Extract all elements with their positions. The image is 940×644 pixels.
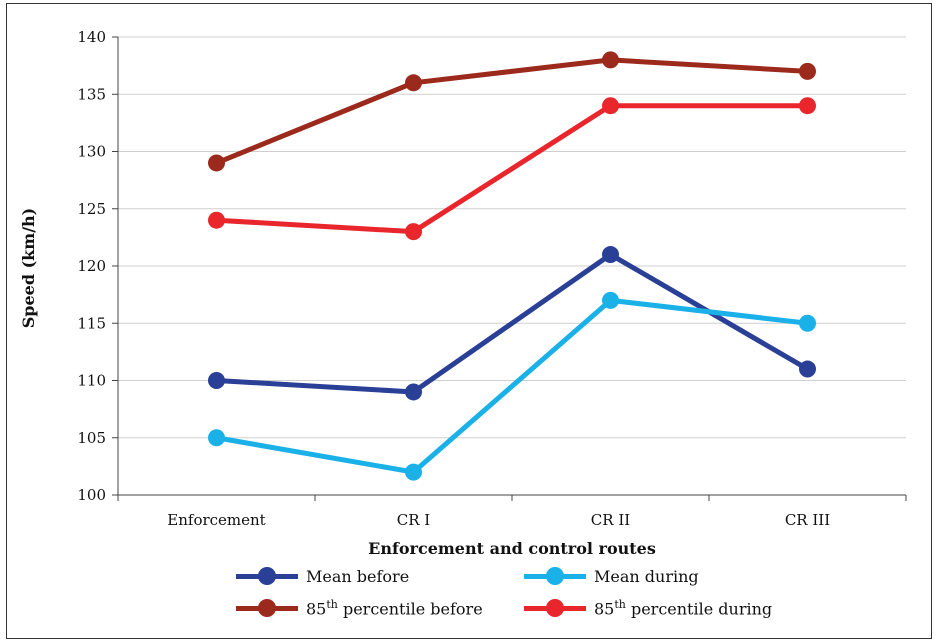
y-tick-label: 125 bbox=[77, 200, 106, 218]
series-line bbox=[215, 57, 808, 166]
data-point bbox=[799, 360, 816, 378]
x-tick-label: CR I bbox=[397, 511, 431, 529]
y-tick-label: 120 bbox=[77, 257, 106, 275]
data-point bbox=[208, 429, 225, 447]
legend-marker bbox=[258, 567, 276, 585]
y-tick-label: 110 bbox=[77, 372, 106, 390]
x-tick-label: Enforcement bbox=[167, 511, 265, 529]
y-tick-label: 135 bbox=[77, 85, 106, 103]
data-point bbox=[208, 154, 225, 172]
data-point bbox=[405, 383, 422, 401]
line-chart: 100 105 110 115 120 125 130 135 140 Enforcement C… bbox=[19, 28, 907, 558]
legend-label: 85th percentile during bbox=[594, 597, 773, 619]
axes bbox=[112, 36, 907, 501]
x-tick-label: CR III bbox=[785, 511, 830, 529]
y-tick-label: 105 bbox=[77, 429, 106, 447]
legend-swatch bbox=[524, 564, 586, 588]
legend-marker bbox=[546, 599, 564, 617]
legend-marker bbox=[258, 599, 276, 617]
legend-label: Mean before bbox=[306, 566, 410, 586]
series-line bbox=[216, 103, 808, 235]
data-point bbox=[602, 291, 619, 309]
y-axis-label: Speed (km/h) bbox=[19, 208, 38, 329]
legend-marker bbox=[546, 567, 564, 585]
y-tick-label: 130 bbox=[77, 143, 106, 161]
y-tick-label: 140 bbox=[77, 28, 106, 46]
legend-swatch bbox=[236, 564, 298, 588]
x-tick-labels: Enforcement CR I CR II CR III bbox=[167, 511, 830, 529]
gridlines bbox=[118, 36, 906, 439]
data-point bbox=[405, 463, 422, 481]
x-tick-label: CR II bbox=[591, 511, 630, 529]
data-point bbox=[602, 51, 619, 69]
data-point bbox=[602, 97, 619, 115]
x-axis-label: Enforcement and control routes bbox=[368, 539, 656, 558]
data-point bbox=[405, 74, 422, 92]
data-point bbox=[602, 246, 619, 264]
legend-swatch bbox=[524, 596, 586, 620]
legend-item-85th-during: 85th percentile during bbox=[524, 596, 772, 620]
data-point bbox=[208, 211, 225, 229]
data-point bbox=[405, 223, 422, 241]
series-points bbox=[208, 51, 816, 481]
data-point bbox=[799, 97, 816, 115]
y-tick-label: 100 bbox=[77, 486, 106, 504]
y-tick-labels: 100 105 110 115 120 125 130 135 140 bbox=[77, 28, 106, 504]
legend-item-mean-during: Mean during bbox=[524, 564, 699, 588]
chart-frame bbox=[6, 3, 932, 639]
legend-label: Mean during bbox=[594, 566, 699, 586]
series-lines bbox=[215, 57, 809, 475]
legend-label: 85th percentile before bbox=[306, 597, 483, 619]
y-tick-label: 115 bbox=[77, 314, 106, 332]
legend-swatch bbox=[236, 596, 298, 620]
data-point bbox=[799, 62, 816, 80]
data-point bbox=[799, 314, 816, 332]
legend-item-85th-before: 85th percentile before bbox=[236, 596, 483, 620]
legend-item-mean-before: Mean before bbox=[236, 564, 409, 588]
series-line bbox=[216, 297, 808, 475]
data-point bbox=[208, 372, 225, 389]
